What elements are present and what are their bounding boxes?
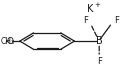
Text: K: K [87, 5, 94, 14]
Text: F: F [97, 57, 102, 66]
Text: O: O [6, 37, 13, 46]
Text: F: F [114, 16, 119, 25]
Text: CH₃: CH₃ [1, 37, 15, 46]
Text: B: B [96, 36, 103, 46]
Text: +: + [94, 2, 100, 8]
Text: F: F [83, 16, 88, 25]
